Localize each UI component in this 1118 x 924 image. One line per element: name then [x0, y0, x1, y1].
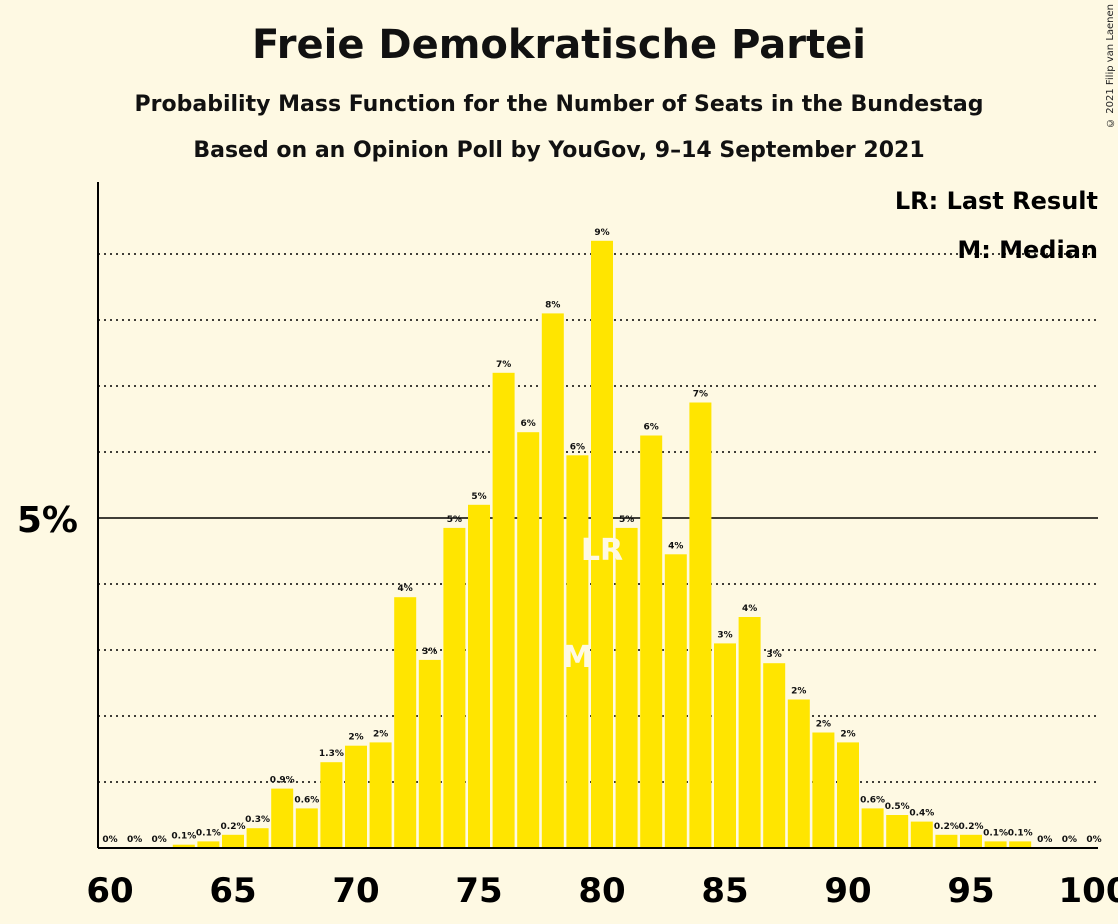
bar-72	[394, 597, 417, 848]
bar-93	[910, 821, 933, 848]
bar-82	[640, 435, 663, 848]
x-tick-label-65: 65	[209, 871, 256, 911]
data-label-69: 1.3%	[319, 749, 344, 759]
data-label-91: 0.6%	[860, 795, 885, 805]
bar-70	[345, 745, 367, 848]
data-label-68: 0.6%	[294, 795, 319, 805]
data-label-88: 2%	[791, 687, 806, 697]
data-label-94: 0.2%	[934, 822, 959, 832]
marks: LR M	[562, 533, 623, 675]
x-tick-label-75: 75	[455, 871, 502, 911]
data-label-74: 5%	[447, 515, 462, 525]
x-tick-label-85: 85	[701, 871, 748, 911]
bar-79	[566, 455, 589, 848]
data-label-82: 6%	[644, 423, 659, 433]
data-label-64: 0.1%	[196, 828, 221, 838]
data-label-70: 2%	[348, 733, 363, 743]
data-label-76: 7%	[496, 360, 511, 370]
legend-median: M: Median	[957, 236, 1098, 264]
bar-67	[271, 788, 294, 848]
data-label-97: 0.1%	[1008, 828, 1033, 838]
bar-87	[763, 663, 786, 848]
data-label-85: 3%	[717, 630, 732, 640]
data-label-73: 3%	[422, 647, 437, 657]
median-marker: M	[562, 640, 592, 675]
x-tick-label-100: 100	[1059, 871, 1118, 911]
data-label-78: 8%	[545, 300, 560, 310]
data-label-99: 0%	[1062, 835, 1077, 845]
data-label-77: 6%	[521, 419, 536, 429]
bar-65	[222, 834, 244, 848]
data-label-62: 0%	[152, 835, 167, 845]
x-tick-label-95: 95	[947, 871, 994, 911]
bar-74	[443, 527, 466, 848]
data-label-79: 6%	[570, 442, 585, 452]
bar-85	[714, 643, 736, 848]
bar-69	[320, 762, 343, 848]
bar-89	[812, 732, 835, 848]
chart-title: Freie Demokratische Partei	[251, 22, 866, 68]
bar-96	[984, 841, 1007, 848]
data-label-80: 9%	[594, 228, 609, 238]
data-label-92: 0.5%	[885, 802, 910, 812]
last-result-marker: LR	[581, 533, 623, 568]
bar-78	[541, 313, 564, 848]
data-label-63: 0.1%	[171, 832, 196, 842]
x-tick-label-70: 70	[332, 871, 379, 911]
data-label-89: 2%	[816, 720, 831, 730]
bar-90	[837, 742, 859, 848]
bar-77	[517, 432, 540, 848]
x-tick-label-90: 90	[824, 871, 871, 911]
data-label-66: 0.3%	[245, 815, 270, 825]
bar-80	[591, 240, 613, 849]
bar-81	[615, 527, 638, 848]
y-tick-label: 5%	[17, 500, 78, 541]
bar-76	[492, 372, 515, 848]
bar-94	[935, 834, 958, 848]
bar-73	[418, 659, 441, 848]
bar-63	[172, 844, 195, 848]
bar-64	[197, 841, 220, 848]
bar-92	[886, 815, 909, 848]
data-label-81: 5%	[619, 515, 634, 525]
bars: 0% 0% 0% 0.1% 0.1%0.2%0.3%0.9%0.6%1.3%2% 2%4%…	[102, 228, 1102, 849]
bar-91	[861, 808, 884, 848]
chart-subtitle-source: Based on an Opinion Poll by YouGov, 9–14…	[193, 138, 925, 163]
data-label-60: 0%	[102, 835, 117, 845]
data-label-87: 3%	[767, 650, 782, 660]
data-label-61: 0%	[127, 835, 142, 845]
bar-66	[246, 828, 269, 848]
data-label-72: 4%	[398, 584, 413, 594]
axes: 5% 60 65 70 75 80 85 90 95 100	[17, 182, 1118, 911]
data-label-83: 4%	[668, 541, 683, 551]
data-label-93: 0.4%	[909, 809, 934, 819]
bar-84	[689, 402, 712, 848]
bar-86	[738, 617, 761, 848]
data-label-75: 5%	[471, 492, 486, 502]
x-tick-label-60: 60	[86, 871, 133, 911]
data-label-65: 0.2%	[221, 822, 246, 832]
data-label-95: 0.2%	[959, 822, 984, 832]
bar-71	[369, 742, 392, 848]
bar-83	[664, 554, 687, 848]
bar-97	[1009, 841, 1032, 848]
bar-95	[960, 834, 982, 848]
data-label-100: 0%	[1086, 835, 1101, 845]
x-tick-label-80: 80	[578, 871, 625, 911]
data-label-86: 4%	[742, 604, 757, 614]
data-label-84: 7%	[693, 390, 708, 400]
data-label-71: 2%	[373, 729, 388, 739]
data-label-90: 2%	[840, 729, 855, 739]
legend-last-result: LR: Last Result	[895, 187, 1098, 215]
data-label-67: 0.9%	[270, 776, 295, 786]
bar-88	[787, 699, 810, 848]
data-label-98: 0%	[1037, 835, 1052, 845]
data-label-96: 0.1%	[983, 828, 1008, 838]
bar-68	[295, 808, 318, 848]
chart-subtitle: Probability Mass Function for the Number…	[134, 92, 984, 117]
bar-75	[468, 504, 490, 848]
